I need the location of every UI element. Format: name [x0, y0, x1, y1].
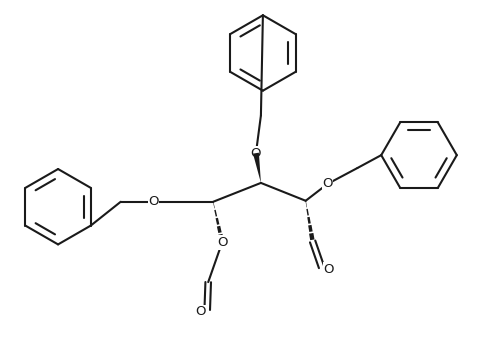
- Text: O: O: [148, 195, 159, 208]
- Text: O: O: [251, 147, 261, 160]
- Text: O: O: [322, 177, 333, 190]
- Text: O: O: [195, 306, 206, 318]
- Polygon shape: [253, 153, 261, 183]
- Text: O: O: [217, 236, 227, 249]
- Text: O: O: [323, 263, 334, 276]
